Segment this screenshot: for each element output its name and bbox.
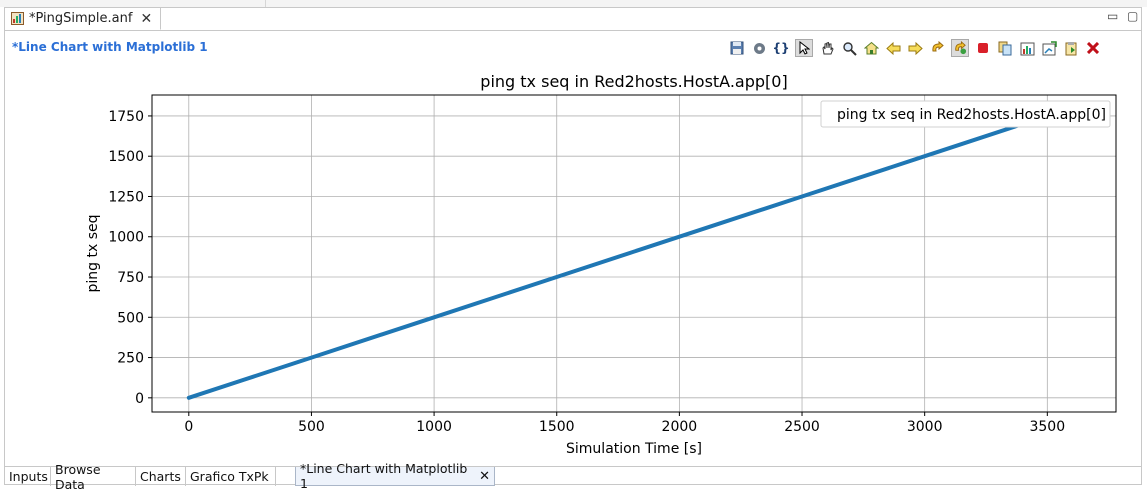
settings-icon[interactable] [751, 40, 767, 56]
y-tick-label: 1250 [108, 189, 144, 205]
x-tick-label: 3000 [907, 419, 943, 435]
bottom-tab-label: *Line Chart with Matplotlib 1 [300, 461, 468, 491]
clipboard-icon[interactable] [1063, 40, 1079, 56]
y-tick-label: 0 [135, 391, 144, 407]
bottom-tab[interactable]: Grafico TxPk [186, 467, 276, 486]
y-tick-label: 1500 [108, 149, 144, 165]
bottom-tab-label: Grafico TxPk [190, 469, 269, 484]
y-tick-label: 500 [117, 310, 144, 326]
x-tick-label: 0 [184, 419, 193, 435]
legend-entry: ping tx seq in Red2hosts.HostA.app[0] [837, 107, 1106, 123]
export-data-icon[interactable] [1019, 40, 1035, 56]
y-axis-ticks: 0 250 500 750 1000 1250 1500 1750 [108, 109, 152, 407]
x-tick-label: 2500 [784, 419, 820, 435]
x-axis-ticks: 0 500 1000 1500 2000 2500 3000 3500 [184, 412, 1065, 435]
y-tick-label: 1000 [108, 230, 144, 246]
series-layer [186, 101, 1087, 400]
bottom-tab-label: Browse Data [55, 461, 101, 492]
pan-hand-icon[interactable] [819, 40, 835, 56]
close-red-icon[interactable] [1085, 40, 1101, 56]
x-tick-label: 1500 [539, 419, 575, 435]
analysis-file-icon [11, 12, 24, 25]
editor-frame [4, 7, 1142, 485]
tab-divider [5, 30, 1142, 31]
back-icon[interactable] [885, 40, 901, 56]
series-line [186, 101, 1087, 400]
legend: ping tx seq in Red2hosts.HostA.app[0] [820, 100, 1111, 128]
y-tick-label: 250 [117, 351, 144, 367]
bottom-tab-label: Charts [140, 469, 181, 484]
close-tab-icon[interactable]: ✕ [140, 10, 153, 27]
close-tab-icon[interactable]: ✕ [479, 468, 490, 484]
x-tick-label: 2000 [662, 419, 698, 435]
tab-pingsimple-anf[interactable]: *PingSimple.anf ✕ [5, 8, 162, 30]
maximize-icon[interactable]: ▢ [1127, 9, 1139, 23]
chart-heading: *Line Chart with Matplotlib 1 [12, 40, 208, 54]
bottom-tab[interactable]: Inputs [5, 467, 51, 486]
y-tick-label: 750 [117, 270, 144, 286]
chart-title: ping tx seq in Red2hosts.HostA.app[0] [480, 72, 787, 91]
pointer-icon[interactable] [795, 39, 813, 57]
home-icon[interactable] [863, 40, 879, 56]
bottom-tab[interactable]: Browse Data [51, 462, 136, 492]
bottom-tab-bar: Inputs Browse Data Charts Grafico TxPk *Line… [5, 461, 1142, 492]
line-chart: 0 500 1000 1500 2000 2500 3000 3500 0 250 500 750 1… [85, 72, 1117, 457]
minimize-icon[interactable]: ▭ [1107, 9, 1119, 23]
x-tick-label: 3500 [1029, 419, 1065, 435]
forward-icon[interactable] [907, 40, 923, 56]
auto-refresh-icon[interactable] [951, 39, 969, 57]
y-axis-label: ping tx seq [85, 214, 101, 292]
copy-icon[interactable] [997, 40, 1013, 56]
y-tick-label: 1750 [108, 109, 144, 125]
bottom-tab[interactable]: *Line Chart with Matplotlib 1 ✕ [295, 461, 495, 491]
bottom-tab[interactable]: Charts [136, 467, 186, 486]
save-icon[interactable] [729, 40, 745, 56]
refresh-icon[interactable] [929, 40, 945, 56]
bottom-tab-label: Inputs [9, 469, 48, 484]
stop-icon[interactable] [975, 40, 991, 56]
chart-toolbar: {} [729, 38, 1107, 58]
export-image-icon[interactable] [1041, 40, 1057, 56]
window-top-strip [0, 0, 1147, 7]
braces-icon[interactable]: {} [772, 41, 790, 55]
x-tick-label: 1000 [416, 419, 452, 435]
legend-box [820, 100, 1111, 128]
axes-frame [151, 94, 1117, 413]
tab-label: *PingSimple.anf [29, 11, 133, 26]
x-axis-label: Simulation Time [s] [566, 441, 702, 457]
x-tick-label: 500 [298, 419, 325, 435]
zoom-icon[interactable] [841, 40, 857, 56]
